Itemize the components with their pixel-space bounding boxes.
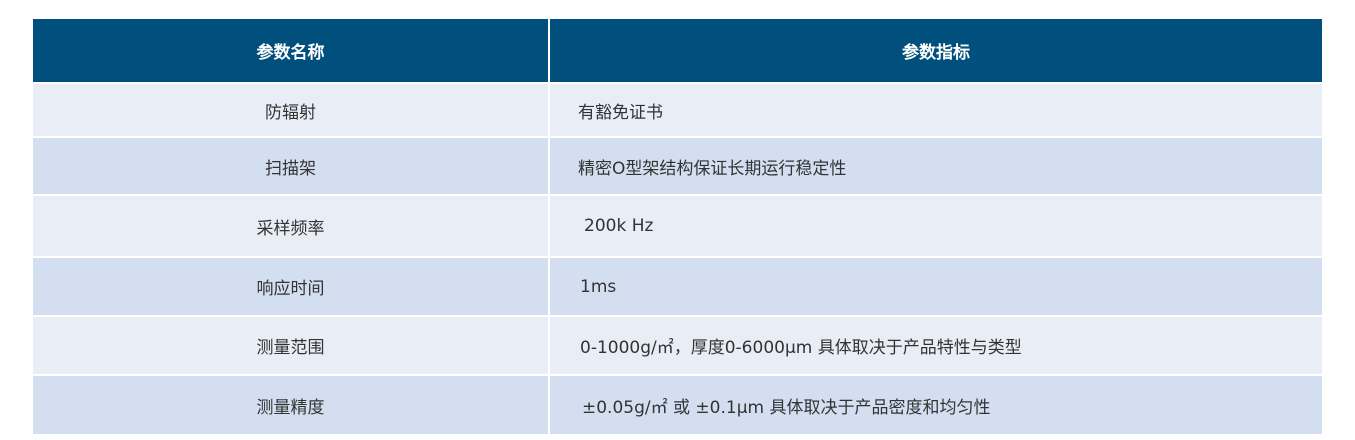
table-row: 防辐射 有豁免证书: [33, 84, 1322, 138]
param-name: 扫描架: [33, 138, 550, 194]
param-name: 防辐射: [33, 84, 550, 136]
table-row: 采样频率 200k Hz: [33, 196, 1322, 258]
table-header: 参数名称 参数指标: [33, 19, 1322, 84]
param-value: 200k Hz: [584, 216, 654, 236]
header-param-name: 参数名称: [33, 19, 550, 82]
table-row: 测量范围 0-1000g/㎡，厚度0-6000μm 具体取决于产品特性与类型: [33, 317, 1322, 376]
param-name: 响应时间: [33, 258, 550, 315]
table-row: 响应时间 1ms: [33, 258, 1322, 317]
table-row: 测量精度 ±0.05g/㎡ 或 ±0.1μm 具体取决于产品密度和均匀性: [33, 376, 1322, 436]
parameter-table: 参数名称 参数指标 防辐射 有豁免证书 扫描架 精密O型架结构保证长期运行稳定性…: [33, 19, 1322, 436]
header-param-spec: 参数指标: [902, 43, 970, 63]
param-value: 精密O型架结构保证长期运行稳定性: [578, 158, 847, 179]
param-name: 测量精度: [33, 376, 550, 434]
param-value: 0-1000g/㎡，厚度0-6000μm 具体取决于产品特性与类型: [580, 338, 1022, 358]
param-name: 测量范围: [33, 317, 550, 374]
table-row: 扫描架 精密O型架结构保证长期运行稳定性: [33, 138, 1322, 196]
param-value: ±0.05g/㎡ 或 ±0.1μm 具体取决于产品密度和均匀性: [582, 397, 991, 418]
param-value: 有豁免证书: [578, 102, 663, 123]
param-value: 1ms: [580, 276, 617, 297]
param-name: 采样频率: [33, 196, 550, 256]
